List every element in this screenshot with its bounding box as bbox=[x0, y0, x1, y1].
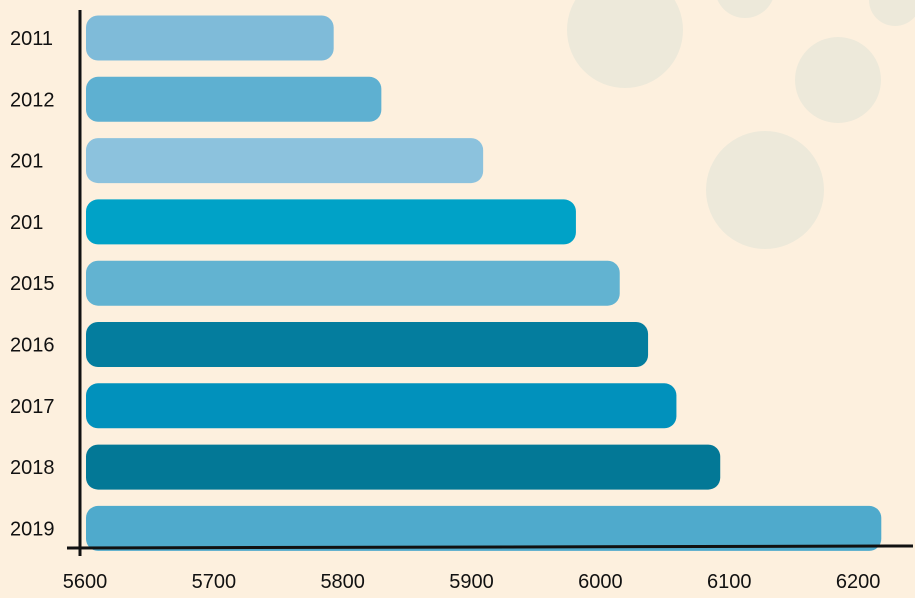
bar-201 bbox=[86, 138, 484, 184]
bar-2016 bbox=[86, 322, 649, 367]
bar-2012 bbox=[86, 76, 382, 122]
x-tick-label: 6000 bbox=[578, 571, 623, 593]
bar-2018 bbox=[86, 444, 721, 490]
bars-group bbox=[86, 15, 882, 551]
bar-2017 bbox=[86, 383, 677, 429]
x-tick-label: 5800 bbox=[320, 571, 365, 593]
y-tick-label: 201 bbox=[10, 151, 43, 173]
decor-circle bbox=[706, 131, 824, 249]
y-tick-labels: 2011 2012 201 201 2015 2016 2017 2018 2019 bbox=[10, 28, 55, 540]
decor-circle bbox=[869, 0, 915, 26]
x-tick-label: 5900 bbox=[449, 571, 494, 593]
decor-circle bbox=[795, 37, 881, 123]
x-tick-label: 6200 bbox=[836, 571, 881, 593]
y-tick-label: 2012 bbox=[10, 89, 55, 111]
bar-2015 bbox=[86, 260, 620, 306]
y-tick-label: 201 bbox=[10, 212, 43, 234]
decor-circle bbox=[567, 0, 683, 88]
bar-2011 bbox=[86, 15, 334, 61]
x-tick-label: 5700 bbox=[192, 571, 237, 593]
y-tick-label: 2017 bbox=[10, 396, 55, 418]
x-tick-labels: 5600 5700 5800 5900 6000 6100 6200 bbox=[63, 571, 881, 593]
y-tick-label: 2015 bbox=[10, 273, 55, 295]
bar-201 bbox=[86, 199, 576, 245]
y-tick-label: 2019 bbox=[10, 518, 55, 540]
y-tick-label: 2016 bbox=[10, 335, 55, 357]
background-decor bbox=[567, 0, 915, 249]
y-tick-label: 2011 bbox=[10, 28, 53, 50]
y-tick-label: 2018 bbox=[10, 457, 55, 479]
x-tick-label: 6100 bbox=[707, 571, 752, 593]
axes-group bbox=[66, 10, 914, 556]
x-axis-line bbox=[66, 544, 914, 550]
bar-2019 bbox=[86, 505, 882, 551]
x-tick-label: 5600 bbox=[63, 571, 108, 593]
decor-circle bbox=[717, 0, 773, 18]
